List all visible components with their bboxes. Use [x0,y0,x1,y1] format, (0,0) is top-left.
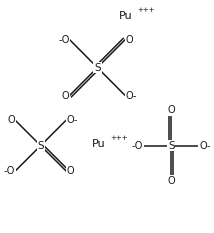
Text: Pu: Pu [118,11,132,21]
Text: O: O [66,166,74,176]
Text: -O: -O [132,141,143,151]
Text: O-: O- [199,141,210,151]
Text: O: O [7,115,15,125]
Text: O: O [125,35,133,45]
Text: O: O [62,91,70,100]
Text: S: S [37,141,44,151]
Text: O-: O- [66,115,78,125]
Text: Pu: Pu [92,140,105,149]
Text: +++: +++ [110,135,128,141]
Text: S: S [94,63,101,72]
Text: O-: O- [125,91,137,100]
Text: O: O [167,105,175,115]
Text: +++: +++ [137,7,155,13]
Text: S: S [168,141,174,151]
Text: O: O [167,176,175,186]
Text: -O: -O [58,35,70,45]
Text: -O: -O [4,166,15,176]
